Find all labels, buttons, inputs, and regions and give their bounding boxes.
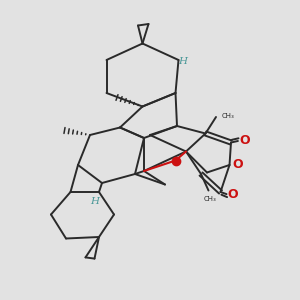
Text: O: O bbox=[232, 158, 243, 172]
Text: O: O bbox=[228, 188, 238, 202]
Text: CH₃: CH₃ bbox=[221, 112, 234, 118]
Text: CH₃: CH₃ bbox=[204, 196, 216, 202]
Text: H: H bbox=[90, 196, 99, 206]
Text: O: O bbox=[239, 134, 250, 148]
Text: H: H bbox=[178, 57, 188, 66]
